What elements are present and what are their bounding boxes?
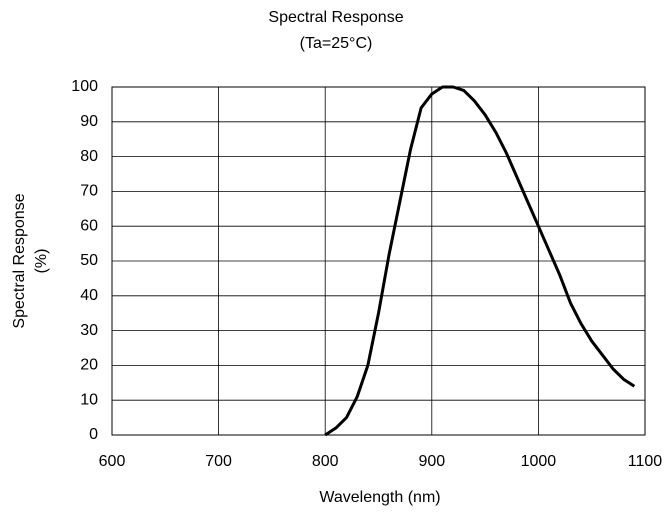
y-axis-label-line: Spectral Response <box>11 193 28 328</box>
x-tick-label: 600 <box>99 453 126 470</box>
x-tick-label: 700 <box>205 453 232 470</box>
y-tick-label: 90 <box>80 113 98 130</box>
x-tick-label: 900 <box>418 453 445 470</box>
data-line <box>324 85 636 437</box>
y-axis-label-line: (%) <box>33 249 50 274</box>
y-tick-label: 30 <box>80 322 98 339</box>
y-tick-label: 70 <box>80 183 98 200</box>
y-tick-label: 40 <box>80 287 98 304</box>
x-tick-label: 800 <box>312 453 339 470</box>
y-tick-label: 20 <box>80 357 98 374</box>
x-tick-label: 1100 <box>628 453 663 470</box>
x-axis-label: Wavelength (nm) <box>319 489 440 506</box>
y-tick-label: 50 <box>80 252 98 269</box>
y-tick-label: 10 <box>80 391 98 408</box>
y-tick-label: 80 <box>80 148 98 165</box>
y-tick-label: 0 <box>89 426 98 443</box>
x-tick-label: 1000 <box>521 453 557 470</box>
y-tick-label: 60 <box>80 217 98 234</box>
chart-subtitle: (Ta=25°C) <box>300 35 373 52</box>
y-tick-label: 100 <box>71 78 98 95</box>
plot-frame <box>111 86 646 436</box>
chart-title: Spectral Response <box>268 9 403 26</box>
y-axis-label: Spectral Response (%) <box>11 193 50 328</box>
